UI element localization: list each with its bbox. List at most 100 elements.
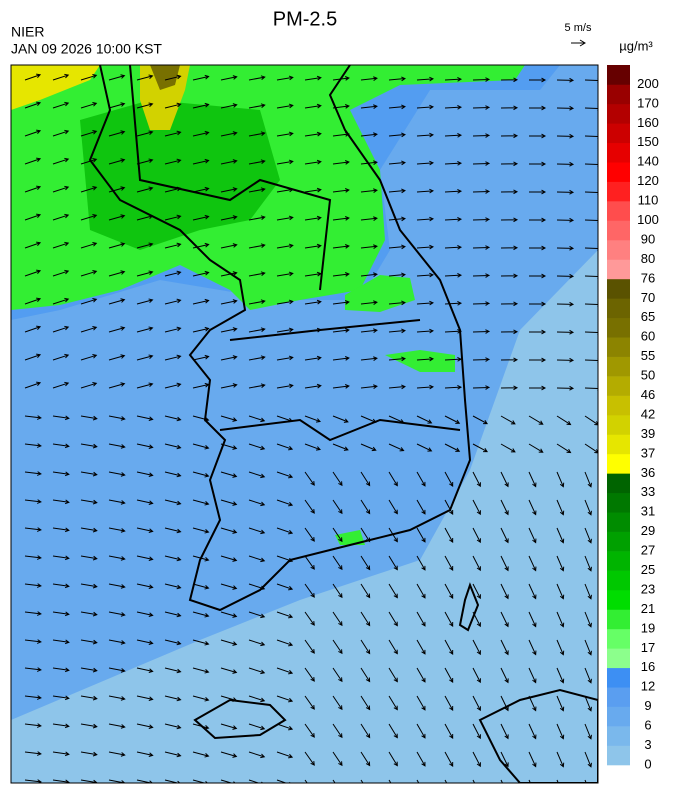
wind-vector (500, 245, 519, 251)
colorbar-label: 16 (641, 659, 655, 674)
wind-vector (108, 326, 126, 333)
wind-vector (444, 611, 454, 627)
colorbar-label: 9 (644, 698, 651, 713)
wind-vector (248, 667, 266, 675)
wind-vector (80, 74, 98, 81)
wind-vector (528, 133, 547, 139)
wind-vector (24, 269, 42, 277)
wind-vector (416, 695, 426, 711)
wind-vector (556, 695, 565, 712)
wind-vector (52, 381, 70, 389)
wind-vector (80, 354, 98, 361)
wind-vector (528, 329, 547, 335)
colorbar-label: 17 (641, 640, 655, 655)
colorbar-label: 50 (641, 368, 655, 383)
wind-vector (136, 158, 154, 165)
wind-vector (528, 357, 547, 363)
wind-vector (164, 751, 182, 758)
colorbar-label: 200 (637, 76, 659, 91)
colorbar-segment (607, 590, 630, 610)
wind-vector (276, 443, 294, 451)
wind-vector (52, 269, 70, 277)
wind-vector (528, 471, 537, 488)
wind-vector (472, 415, 489, 425)
wind-vector (332, 244, 350, 249)
wind-vector (304, 131, 322, 137)
wind-vector (136, 723, 154, 730)
wind-vector (444, 471, 454, 487)
wind-vector (80, 130, 98, 137)
wind-vector (276, 355, 294, 361)
wind-vector (24, 129, 42, 137)
wind-vector (584, 723, 592, 740)
wind-vector (220, 611, 238, 618)
wind-vector (276, 243, 294, 249)
wind-vector (416, 751, 426, 767)
wind-vector (444, 300, 463, 306)
wind-vector (500, 161, 519, 167)
wind-vector (500, 555, 509, 572)
wind-vector (52, 555, 70, 561)
wind-vector (332, 272, 350, 277)
wind-vector (500, 273, 519, 279)
colorbar-segment (607, 512, 630, 532)
wind-vector (304, 243, 322, 249)
wind-vector (164, 415, 182, 422)
wind-vector (276, 415, 294, 423)
wind-vector (528, 499, 537, 516)
wind-vector (584, 106, 598, 111)
wind-vector (108, 667, 126, 673)
wind-vector (220, 243, 238, 249)
wind-vector (472, 695, 481, 712)
wind-vector (472, 667, 481, 684)
wind-vector (360, 76, 378, 81)
wind-vector (24, 353, 42, 361)
wind-vector (220, 415, 238, 422)
wind-vector (556, 499, 565, 516)
wind-vector (472, 527, 481, 544)
wind-vector (136, 471, 154, 478)
wind-vectors (24, 73, 598, 783)
wind-vector (332, 104, 350, 109)
wind-vector (164, 695, 182, 702)
wind-vector (304, 271, 322, 277)
wind-vector (304, 415, 321, 423)
wind-vector (500, 415, 516, 425)
wind-vector (192, 471, 210, 478)
wind-vector (248, 131, 266, 137)
wind-vector (556, 667, 565, 684)
wind-vector (416, 384, 434, 390)
wind-vector (444, 216, 463, 222)
wind-vector (472, 105, 491, 110)
map (11, 65, 598, 783)
wind-vector (388, 779, 392, 783)
colorbar-label: 60 (641, 329, 655, 344)
wind-vector (444, 244, 463, 250)
wind-vector (528, 301, 547, 307)
wind-vector (360, 272, 378, 277)
wind-vector (332, 779, 336, 783)
wind-vector (80, 667, 98, 673)
wind-vector (444, 356, 463, 362)
colorbar-label: 23 (641, 581, 655, 596)
wind-vector (528, 583, 537, 600)
colorbar-segment (607, 84, 630, 105)
wind-vector (360, 244, 378, 249)
wind-vector (80, 443, 98, 449)
pm-patch (335, 530, 365, 545)
wind-vector (52, 213, 70, 221)
wind-vector (220, 723, 238, 730)
wind-vector (388, 695, 398, 711)
wind-vector (472, 329, 491, 334)
wind-vector (192, 214, 210, 221)
wind-vector (584, 751, 592, 768)
wind-vector (248, 583, 266, 591)
wind-vector (192, 186, 210, 193)
wind-vector (360, 104, 378, 109)
wind-vector (332, 443, 349, 451)
wind-vector (360, 300, 378, 305)
wind-vector (24, 639, 42, 644)
wind-vector (332, 667, 343, 683)
colorbar-segment (607, 337, 630, 357)
colorbar-label: 42 (641, 406, 655, 421)
